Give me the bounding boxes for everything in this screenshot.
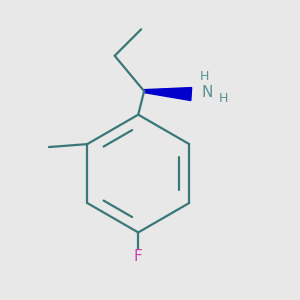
Text: H: H xyxy=(219,92,228,105)
Text: N: N xyxy=(202,85,213,100)
Polygon shape xyxy=(144,88,192,100)
Text: H: H xyxy=(200,70,209,83)
Text: F: F xyxy=(134,249,142,264)
